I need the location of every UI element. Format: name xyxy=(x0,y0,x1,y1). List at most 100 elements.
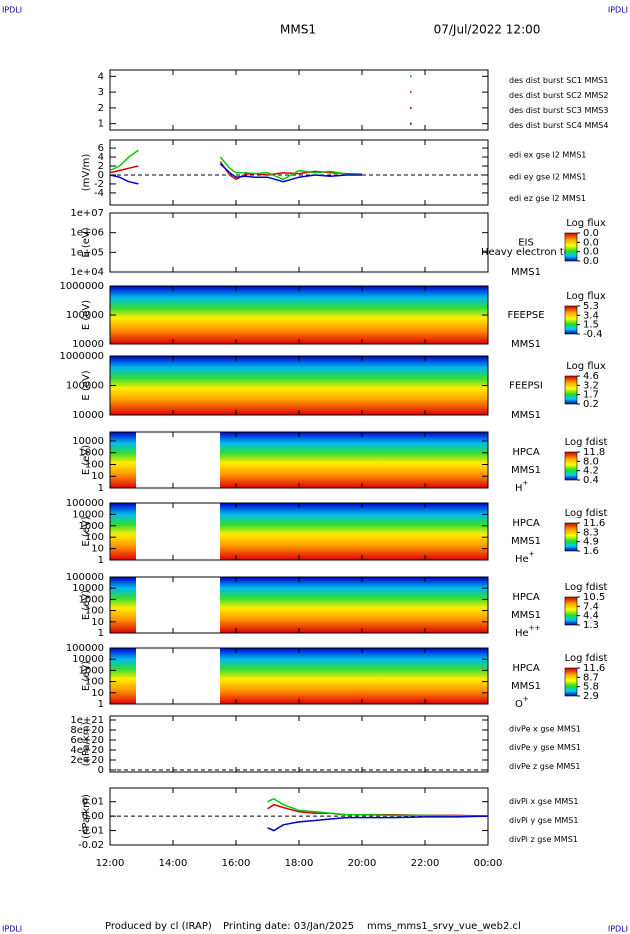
overlay-text: Heavy electron to xyxy=(481,247,570,258)
colorbar-tick-label: 4.2 xyxy=(583,466,599,477)
y-axis-label: (nPa/km) xyxy=(81,794,92,839)
y-tick-label: 6e+20 xyxy=(70,735,104,746)
no-data-gap xyxy=(136,577,220,633)
y-tick-label: 1000 xyxy=(79,665,104,676)
y-tick-label: 100 xyxy=(85,606,104,617)
colorbar-tick-label: 4.4 xyxy=(583,611,599,622)
colorbar xyxy=(564,596,578,626)
y-axis-label: E (eV) xyxy=(81,445,92,475)
y-tick-label: 1000 xyxy=(79,448,104,459)
y-tick-label: 10 xyxy=(91,617,104,628)
colorbar xyxy=(564,232,578,262)
y-tick-label: 0.01 xyxy=(82,797,104,808)
data-line xyxy=(267,815,489,832)
colorbar-tick-label: 0.2 xyxy=(583,399,599,410)
colorbar-tick-label: 4.6 xyxy=(583,371,599,382)
footer-producer: Produced by cl (IRAP) xyxy=(105,921,212,932)
instrument-label: FEEPSE xyxy=(507,310,544,321)
colorbar-tick-label: 2.9 xyxy=(583,691,599,702)
y-axis-label: (nPa/km) xyxy=(81,722,92,767)
colorbar-tick-label: 0.0 xyxy=(583,247,599,258)
y-tick-label: 1000 xyxy=(79,521,104,532)
y-tick-label: 1e+04 xyxy=(70,267,104,278)
colorbar-tick-label: 8.3 xyxy=(583,527,599,538)
colorbar xyxy=(564,522,578,552)
legend-entry: divPe y gse MMS1 xyxy=(509,743,581,752)
colorbar-tick-label: 10.5 xyxy=(583,592,605,603)
colorbar-title: Log flux xyxy=(566,291,606,302)
corner-label: IPDLI xyxy=(2,6,22,15)
y-tick-label: 10 xyxy=(91,688,104,699)
y-tick-label: 10000 xyxy=(72,436,104,447)
colorbar xyxy=(564,375,578,405)
instrument-label: HPCA xyxy=(512,518,540,529)
spacecraft-label: MMS1 xyxy=(511,681,541,692)
x-tick-label: 18:00 xyxy=(285,858,314,869)
instrument-label: FEEPSI xyxy=(509,381,543,392)
y-tick-label: 0 xyxy=(98,170,104,181)
panel-frame xyxy=(109,212,489,273)
legend-entry: divPe z gse MMS1 xyxy=(509,762,580,771)
y-axis-label: E (eV) xyxy=(81,370,92,400)
spectrogram-image xyxy=(110,356,488,415)
y-tick-label: 100 xyxy=(85,677,104,688)
data-line xyxy=(109,149,139,172)
footer-file: mms_mms1_srvy_vue_web2.cl xyxy=(367,921,521,932)
y-tick-label: 100000 xyxy=(66,310,104,321)
data-point xyxy=(410,122,412,125)
data-line xyxy=(219,161,363,181)
y-tick-label: 8e+20 xyxy=(70,725,104,736)
y-tick-label: 1000000 xyxy=(59,281,104,292)
colorbar-tick-label: 0.0 xyxy=(583,237,599,248)
y-tick-label: 100000 xyxy=(66,572,104,583)
y-tick-label: 100000 xyxy=(66,643,104,654)
y-tick-label: 100000 xyxy=(66,381,104,392)
data-point xyxy=(410,106,412,109)
x-tick-label: 12:00 xyxy=(96,858,125,869)
colorbar-tick-label: 1.3 xyxy=(583,620,599,631)
y-tick-label: 6 xyxy=(98,143,104,154)
y-axis-label: E (eV) xyxy=(81,227,92,257)
colorbar-tick-label: 3.2 xyxy=(583,380,599,391)
y-tick-label: -0.01 xyxy=(78,826,104,837)
y-tick-label: 10000 xyxy=(72,339,104,350)
panel-frame xyxy=(109,69,489,131)
colorbar-tick-label: 1.5 xyxy=(583,320,599,331)
x-tick-label: 20:00 xyxy=(348,858,377,869)
y-tick-label: 2e+20 xyxy=(70,755,104,766)
y-tick-label: 1e+05 xyxy=(70,247,104,258)
y-tick-label: 1000000 xyxy=(59,351,104,362)
y-tick-label: 0.00 xyxy=(82,811,104,822)
colorbar-title: Log flux xyxy=(566,361,606,372)
y-axis-label: E (eV) xyxy=(81,300,92,330)
species-label: O+ xyxy=(515,695,529,710)
colorbar-tick-label: 8.7 xyxy=(583,672,599,683)
y-tick-label: 1e+06 xyxy=(70,228,104,239)
colorbar-title: Log fdist xyxy=(565,582,608,593)
data-point xyxy=(410,91,412,94)
colorbar-tick-label: 0.0 xyxy=(583,256,599,267)
colorbar-tick-label: 11.6 xyxy=(583,663,605,674)
y-tick-label: 10000 xyxy=(72,583,104,594)
y-tick-label: 4e+20 xyxy=(70,745,104,756)
colorbar-tick-label: 3.4 xyxy=(583,310,599,321)
y-axis-label: (mV/m) xyxy=(81,154,92,192)
colorbar xyxy=(564,667,578,697)
y-tick-label: -2 xyxy=(94,179,104,190)
y-tick-label: 1000 xyxy=(79,594,104,605)
data-line xyxy=(219,163,362,183)
y-tick-label: 10000 xyxy=(72,410,104,421)
legend-entry: divPi y gse MMS1 xyxy=(509,816,578,825)
species-label: He++ xyxy=(515,624,541,639)
y-tick-label: 1e+21 xyxy=(70,715,104,726)
colorbar-tick-label: 5.8 xyxy=(583,682,599,693)
spacecraft-label: MMS1 xyxy=(511,410,541,421)
y-tick-label: 1 xyxy=(98,699,104,710)
no-data-gap xyxy=(136,432,220,488)
colorbar-tick-label: 7.4 xyxy=(583,601,599,612)
no-data-gap xyxy=(136,503,220,560)
y-tick-label: -4 xyxy=(94,188,104,199)
colorbar-tick-label: 1.7 xyxy=(583,390,599,401)
corner-label: IPDLI xyxy=(608,925,628,934)
